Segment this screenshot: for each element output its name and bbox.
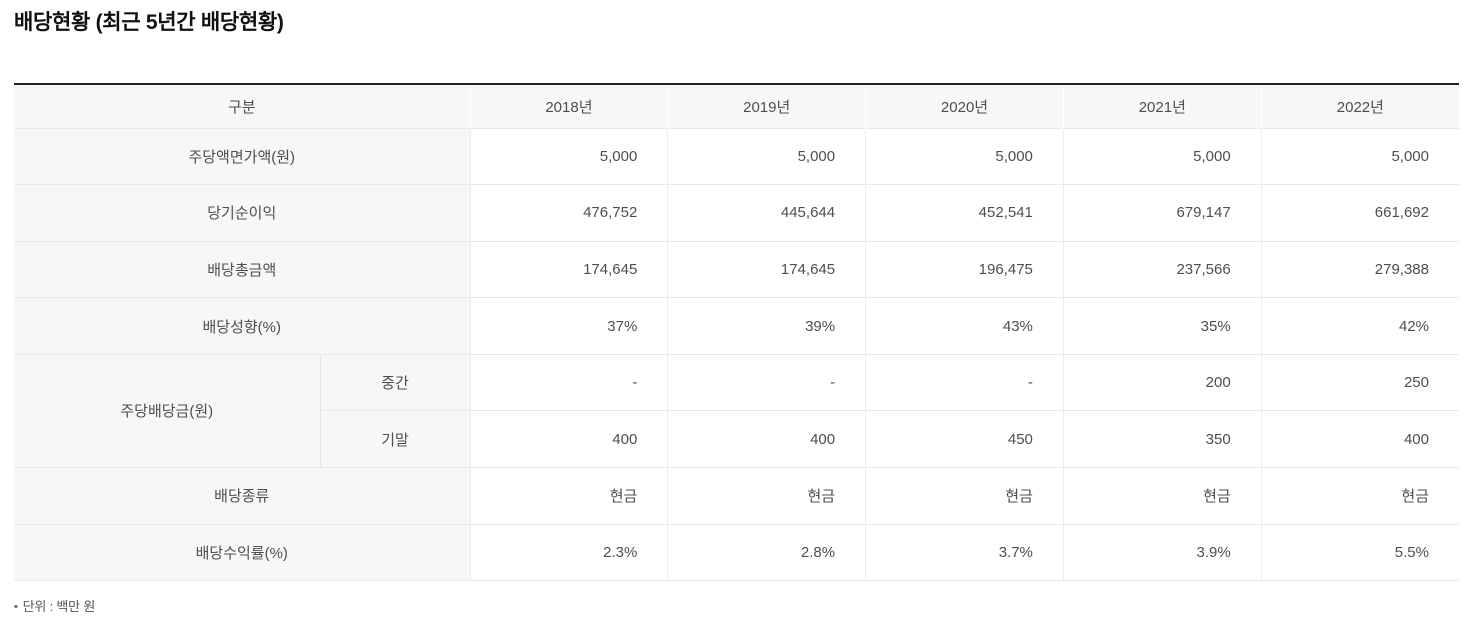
table-row-dividend-yield: 배당수익률(%) 2.3% 2.8% 3.7% 3.9% 5.5% — [14, 524, 1459, 581]
value-cell: 현금 — [865, 467, 1064, 525]
value-cell: 3.9% — [1062, 524, 1262, 581]
unit-footnote: • 단위 : 백만 원 — [14, 596, 1459, 615]
table-row-par-value: 주당액면가액(원) 5,000 5,000 5,000 5,000 5,000 — [14, 128, 1459, 185]
row-label-payout-ratio: 배당성향(%) — [14, 297, 471, 355]
header-cell-category: 구분 — [14, 84, 471, 128]
page-title: 배당현황 (최근 5년간 배당현황) — [14, 11, 284, 34]
value-cell: 35% — [1062, 297, 1262, 355]
dividend-status-section: 배당현황 (최근 5년간 배당현황) 구분 2018년 2019년 2020년 … — [0, 10, 1473, 615]
value-cell: 196,475 — [865, 241, 1064, 298]
table-body: 주당액면가액(원) 5,000 5,000 5,000 5,000 5,000 … — [14, 128, 1459, 581]
value-cell: 현금 — [469, 467, 668, 525]
year-header: 2019년 — [667, 84, 866, 128]
value-cell: 현금 — [667, 467, 866, 525]
value-cell: 3.7% — [865, 524, 1064, 581]
row-label-par-value: 주당액면가액(원) — [14, 128, 471, 185]
value-cell: 350 — [1062, 410, 1262, 468]
header-row: 구분 2018년 2019년 2020년 2021년 2022년 — [14, 84, 1459, 128]
value-cell: 5,000 — [469, 128, 668, 185]
value-cell: 5,000 — [1062, 128, 1262, 185]
row-label-total-dividend: 배당총금액 — [14, 241, 471, 298]
row-label-net-income: 당기순이익 — [14, 184, 471, 242]
value-cell: 452,541 — [865, 184, 1064, 242]
value-cell: 250 — [1260, 354, 1459, 411]
value-cell: 5,000 — [667, 128, 866, 185]
table-row-total-dividend: 배당총금액 174,645 174,645 196,475 237,566 27… — [14, 241, 1459, 298]
value-cell: 39% — [667, 297, 866, 355]
table-row-dividend-type: 배당종류 현금 현금 현금 현금 현금 — [14, 467, 1459, 525]
value-cell: 279,388 — [1260, 241, 1459, 298]
value-cell: 2.8% — [667, 524, 866, 581]
value-cell: - — [469, 354, 668, 411]
year-header: 2018년 — [469, 84, 668, 128]
table-row-dps-interim: 주당배당금(원) 중간 - - - 200 250 — [14, 354, 1459, 468]
row-label-dividend-yield: 배당수익률(%) — [14, 524, 471, 581]
value-cell: 5,000 — [1260, 128, 1459, 185]
value-cell: 5.5% — [1260, 524, 1459, 581]
bullet-icon: • — [14, 601, 18, 614]
row-sublabel-final: 기말 — [319, 410, 471, 468]
table-row-payout-ratio: 배당성향(%) 37% 39% 43% 35% 42% — [14, 297, 1459, 355]
value-cell: 661,692 — [1260, 184, 1459, 242]
value-cell: 400 — [469, 410, 668, 468]
value-cell: 445,644 — [667, 184, 866, 242]
dividend-table: 구분 2018년 2019년 2020년 2021년 2022년 주당액면가액(… — [14, 83, 1459, 582]
row-label-dps: 주당배당금(원) — [14, 354, 320, 468]
table-row-net-income: 당기순이익 476,752 445,644 452,541 679,147 66… — [14, 184, 1459, 242]
table-row-dps-final: 기말 400 400 450 350 400 — [14, 410, 1459, 468]
year-header: 2022년 — [1260, 84, 1459, 128]
row-label-dividend-type: 배당종류 — [14, 467, 471, 525]
value-cell: 현금 — [1260, 467, 1459, 525]
value-cell: 476,752 — [469, 184, 668, 242]
row-sublabel-interim: 중간 — [319, 354, 471, 411]
unit-footnote-text: 단위 : 백만 원 — [22, 599, 96, 615]
value-cell: 237,566 — [1062, 241, 1262, 298]
value-cell: 5,000 — [865, 128, 1064, 185]
value-cell: 400 — [667, 410, 866, 468]
table-header: 구분 2018년 2019년 2020년 2021년 2022년 — [14, 84, 1459, 128]
year-header: 2020년 — [865, 84, 1064, 128]
value-cell: 현금 — [1062, 467, 1262, 525]
value-cell: 174,645 — [469, 241, 668, 298]
value-cell: 450 — [865, 410, 1064, 468]
value-cell: 2.3% — [469, 524, 668, 581]
value-cell: - — [865, 354, 1064, 411]
value-cell: 200 — [1062, 354, 1262, 411]
value-cell: 43% — [865, 297, 1064, 355]
value-cell: 174,645 — [667, 241, 866, 298]
value-cell: 400 — [1260, 410, 1459, 468]
value-cell: - — [667, 354, 866, 411]
year-header: 2021년 — [1062, 84, 1262, 128]
value-cell: 42% — [1260, 297, 1459, 355]
value-cell: 37% — [469, 297, 668, 355]
value-cell: 679,147 — [1062, 184, 1262, 242]
